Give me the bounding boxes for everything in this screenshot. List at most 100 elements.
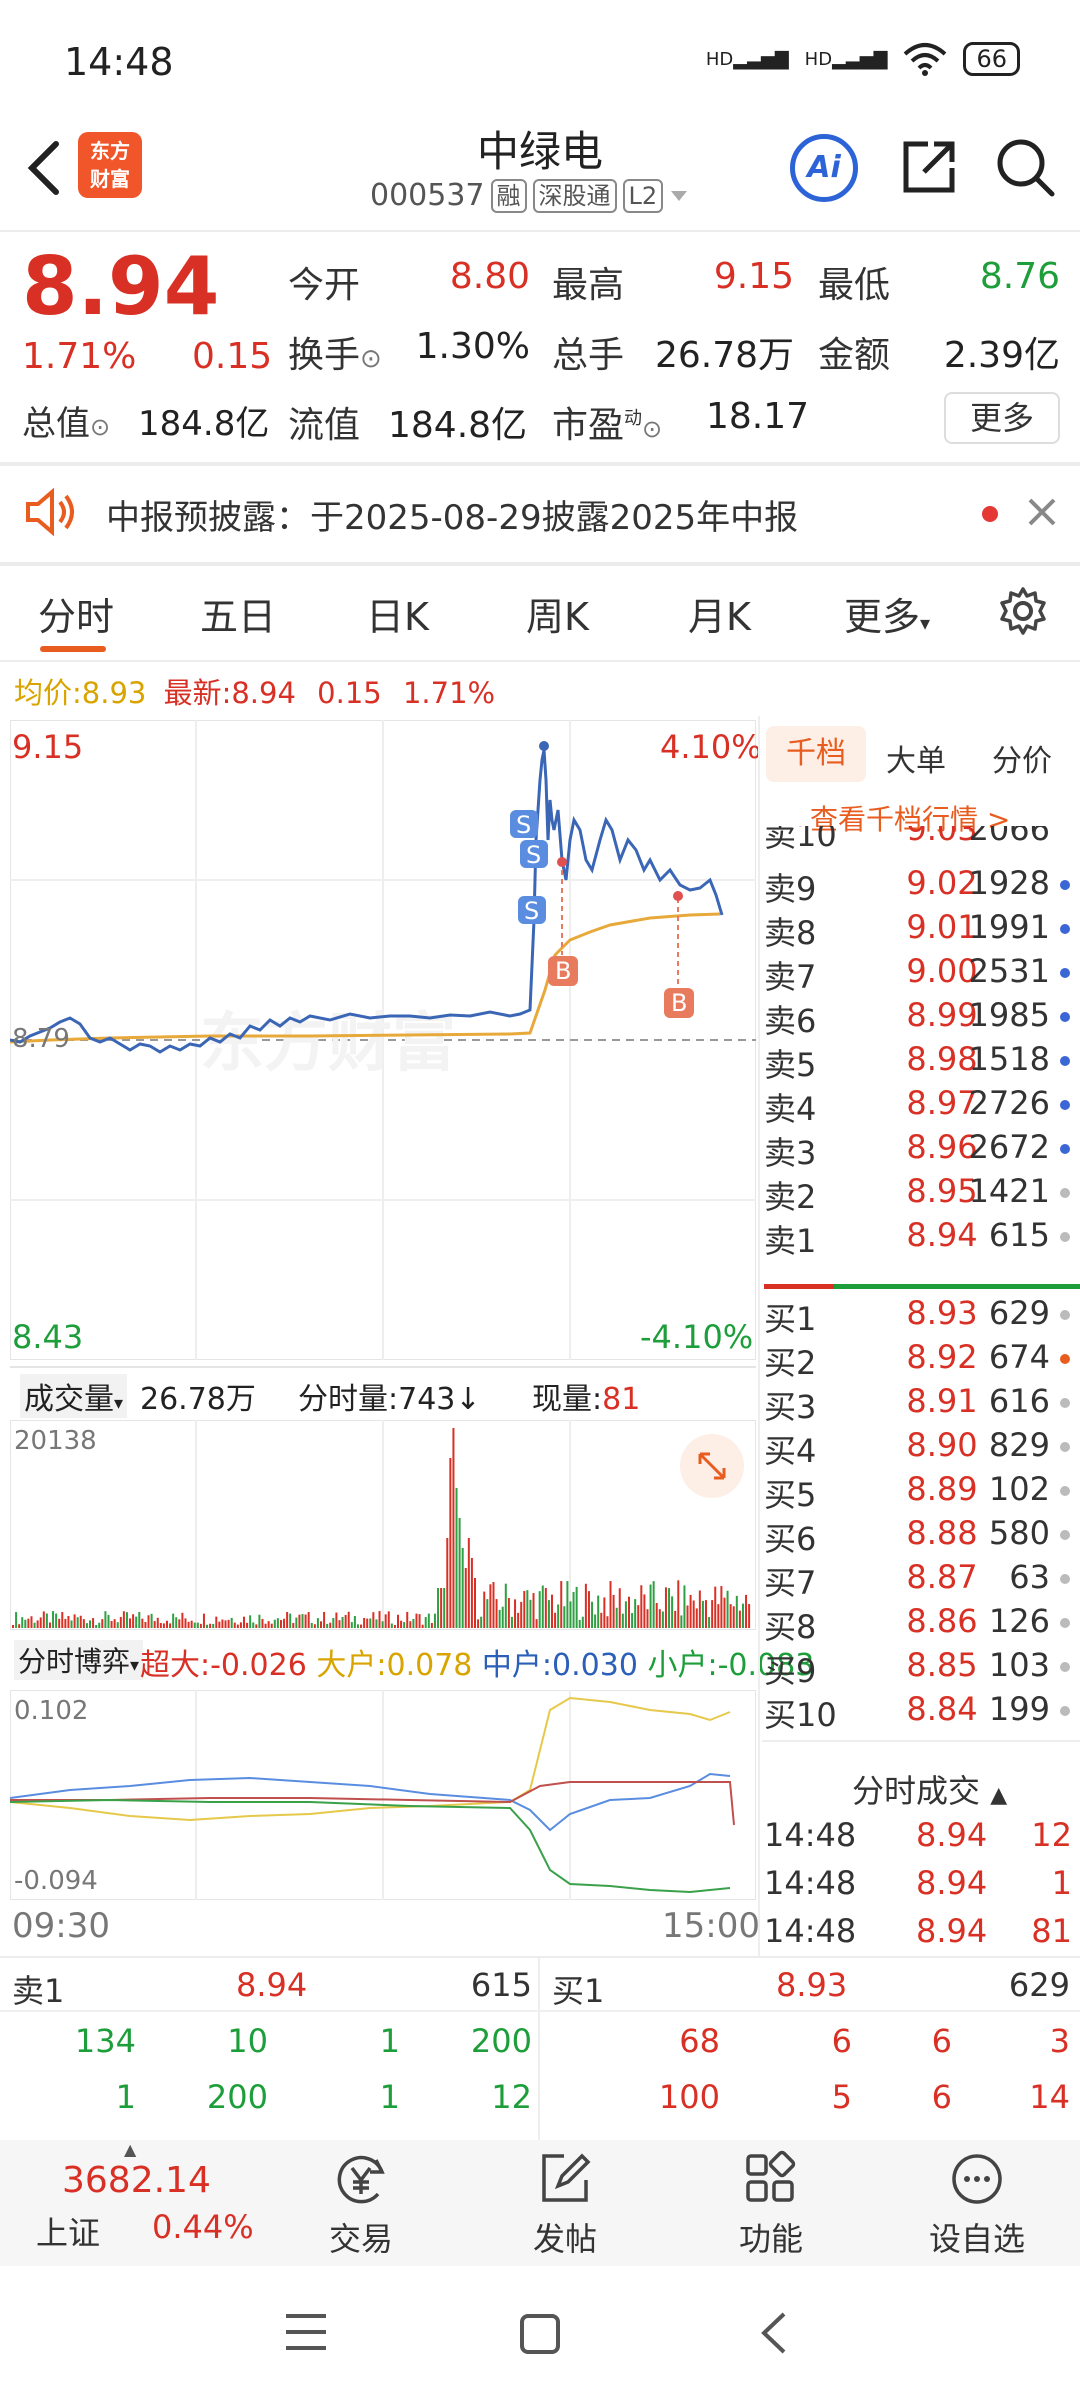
volume-bar xyxy=(144,1621,147,1628)
turnover-value: 1.30% xyxy=(415,326,530,367)
gear-icon[interactable] xyxy=(998,586,1048,636)
divider xyxy=(0,230,1080,232)
pe-label[interactable]: 市盈动⊙ xyxy=(552,405,663,446)
tab-more[interactable]: 更多▾ xyxy=(844,595,931,639)
back-icon[interactable] xyxy=(20,138,70,198)
volume-bar xyxy=(581,1616,584,1628)
ask-row[interactable]: 卖9 9.02 1928 xyxy=(762,864,1080,909)
volume-bar xyxy=(347,1611,350,1628)
bid-row[interactable]: 买2 8.92 674 xyxy=(762,1338,1080,1383)
float-mv-label: 流值 xyxy=(288,405,361,446)
volume-bar xyxy=(378,1611,381,1628)
trades-title[interactable]: 分时成交 ▲ xyxy=(852,1772,1008,1810)
status-dot xyxy=(1060,1188,1070,1198)
volume-chart[interactable] xyxy=(10,1420,756,1630)
tab-active-indicator xyxy=(40,646,106,652)
tab-five-day[interactable]: 五日 xyxy=(200,595,277,639)
volume-bar xyxy=(597,1595,600,1628)
bid-row[interactable]: 买6 8.88 580 xyxy=(762,1514,1080,1559)
svg-text:S: S xyxy=(526,841,541,869)
queue-bid-cell: 3 xyxy=(1049,2022,1070,2060)
ask-row[interactable]: 卖4 8.97 2726 xyxy=(762,1084,1080,1129)
search-icon[interactable] xyxy=(994,136,1056,198)
tab-depth[interactable]: 千档 xyxy=(766,726,866,782)
volume-bar xyxy=(175,1617,178,1628)
volume-bar xyxy=(523,1590,526,1628)
volume-bar xyxy=(406,1611,409,1628)
bid-row[interactable]: 买4 8.90 829 xyxy=(762,1426,1080,1471)
tab-price-dist[interactable]: 分价 xyxy=(992,744,1052,779)
ask-volume: 1985 xyxy=(968,996,1050,1034)
tab-weekly-k[interactable]: 周K xyxy=(526,595,589,639)
index-name[interactable]: 上证 xyxy=(36,2214,101,2252)
ask-row[interactable]: 卖8 9.01 1991 xyxy=(762,908,1080,953)
caret-down-icon[interactable] xyxy=(669,189,689,203)
turnover-label[interactable]: 换手⊙ xyxy=(288,335,382,376)
current-volume: 现量:81 xyxy=(532,1382,641,1417)
flow-selector[interactable]: 分时博弈▾ xyxy=(14,1640,144,1680)
more-button[interactable]: 更多 xyxy=(944,392,1060,444)
bid-row[interactable]: 买9 8.85 103 xyxy=(762,1646,1080,1691)
ask-row[interactable]: 卖3 8.96 2672 xyxy=(762,1128,1080,1173)
queue-bid-label: 买1 xyxy=(552,1972,605,2010)
status-dot xyxy=(1060,1012,1070,1022)
ask-volume: 2531 xyxy=(968,952,1050,990)
volume-selector[interactable]: 成交量▾ xyxy=(20,1374,128,1418)
chart-low-price: 8.43 xyxy=(12,1318,84,1356)
volume-bar xyxy=(705,1600,707,1628)
ask-row[interactable]: 卖7 9.00 2531 xyxy=(762,952,1080,997)
bid-row[interactable]: 买10 8.84 199 xyxy=(762,1690,1080,1735)
ask-row[interactable]: 卖1 8.94 615 xyxy=(762,1216,1080,1261)
volume-bar xyxy=(169,1623,172,1628)
bid-row[interactable]: 买7 8.87 63 xyxy=(762,1558,1080,1603)
total-mv-label[interactable]: 总值⊙ xyxy=(22,404,111,444)
ask-row[interactable]: 卖10 9.03 2066 xyxy=(762,826,1080,856)
volume-bar xyxy=(119,1616,122,1628)
notice-text[interactable]: 中报预披露：于2025-08-29披露2025年中报 xyxy=(106,498,799,538)
ask-price: 8.94 xyxy=(906,1216,978,1254)
volume-bar xyxy=(507,1598,510,1628)
bid-row[interactable]: 买5 8.89 102 xyxy=(762,1470,1080,1515)
nav-post[interactable]: 发帖 xyxy=(500,2150,630,2260)
volume-bar xyxy=(101,1619,104,1628)
ask-row[interactable]: 卖6 8.99 1985 xyxy=(762,996,1080,1041)
tag-level2[interactable]: L2 xyxy=(622,178,664,213)
bid-row[interactable]: 买1 8.93 629 xyxy=(762,1294,1080,1339)
tab-intraday[interactable]: 分时 xyxy=(38,595,115,639)
ask-row[interactable]: 卖5 8.98 1518 xyxy=(762,1040,1080,1085)
volume-bar xyxy=(720,1586,723,1628)
volume-bar xyxy=(150,1613,153,1628)
tab-daily-k[interactable]: 日K xyxy=(366,595,429,639)
bid-row[interactable]: 买8 8.86 126 xyxy=(762,1602,1080,1647)
volume-bar xyxy=(424,1617,427,1628)
expand-button[interactable] xyxy=(680,1434,744,1498)
index-value[interactable]: 3682.14 xyxy=(62,2160,211,2201)
nav-trade[interactable]: 交易 xyxy=(296,2150,426,2260)
index-pct[interactable]: 0.44% xyxy=(152,2208,254,2246)
volume-bar xyxy=(683,1585,686,1628)
volume-bar xyxy=(514,1599,517,1628)
bid-row[interactable]: 买3 8.91 616 xyxy=(762,1382,1080,1427)
volume-bar xyxy=(295,1617,298,1628)
home-icon[interactable] xyxy=(518,2312,562,2356)
nav-functions[interactable]: 功能 xyxy=(706,2150,836,2260)
ask-price: 8.95 xyxy=(906,1172,978,1210)
volume-bar xyxy=(249,1615,252,1628)
ai-button[interactable]: Ai xyxy=(790,134,858,202)
volume-bar xyxy=(455,1488,458,1628)
back-nav-icon[interactable] xyxy=(754,2308,794,2358)
menu-icon[interactable] xyxy=(284,2312,328,2352)
nav-add-watchlist[interactable]: 设自选 xyxy=(912,2150,1042,2260)
ask-volume: 2066 xyxy=(968,826,1050,848)
volume-bar xyxy=(541,1585,544,1628)
tab-monthly-k[interactable]: 月K xyxy=(688,595,751,639)
share-icon[interactable] xyxy=(898,136,960,198)
flow-chart[interactable] xyxy=(10,1690,756,1900)
depth-link[interactable]: 查看千档行情 > xyxy=(810,803,1011,836)
ask-row[interactable]: 卖2 8.95 1421 xyxy=(762,1172,1080,1217)
intraday-chart[interactable]: 东方财富 S S S B B xyxy=(10,720,756,1360)
tab-big-order[interactable]: 大单 xyxy=(886,744,946,779)
close-icon[interactable] xyxy=(1024,494,1060,530)
high-point-marker xyxy=(539,741,549,751)
status-dot xyxy=(1060,1354,1070,1364)
